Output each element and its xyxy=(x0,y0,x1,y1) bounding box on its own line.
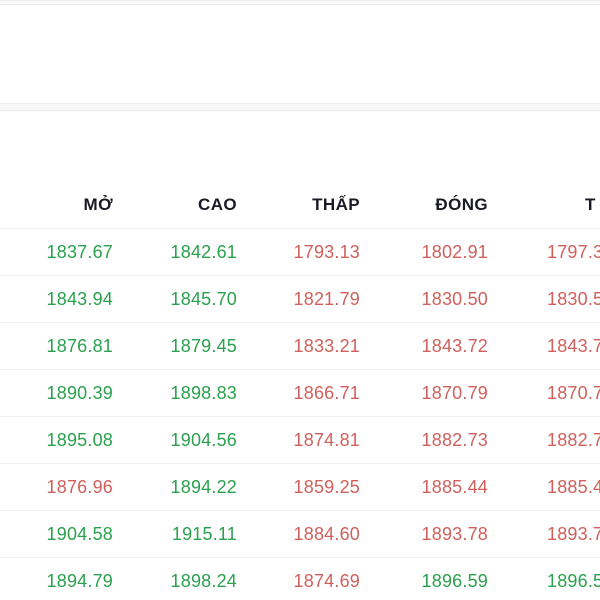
column-header-high: CAO xyxy=(198,194,237,214)
price-cell: 1793.13 xyxy=(293,241,360,262)
price-cell: 1904.58 xyxy=(46,523,113,544)
price-cell: 1904.56 xyxy=(170,429,237,450)
price-cell: 1837.67 xyxy=(46,241,113,262)
table-row: 1843.94 1845.70 1821.79 1830.50 1830.5 xyxy=(0,276,600,323)
price-cell: 1876.81 xyxy=(46,335,113,356)
table-header-row: MỞ CAO THẤP ĐÓNG T xyxy=(0,181,600,229)
price-cell: 1842.61 xyxy=(170,241,237,262)
price-cell: 1830.5 xyxy=(547,288,600,309)
column-header-low: THẤP xyxy=(312,194,360,214)
price-cell: 1894.22 xyxy=(170,476,237,497)
price-cell: 1874.69 xyxy=(293,570,360,591)
price-cell: 1859.25 xyxy=(293,476,360,497)
price-cell: 1874.81 xyxy=(293,429,360,450)
price-history-table: MỞ CAO THẤP ĐÓNG T 1837.67 1842.61 1793.… xyxy=(0,181,600,600)
price-cell: 1896.59 xyxy=(421,570,488,591)
price-cell: 1896.5 xyxy=(547,570,600,591)
price-cell: 1894.79 xyxy=(46,570,113,591)
price-cell: 1843.94 xyxy=(46,288,113,309)
price-cell: 1843.7 xyxy=(547,335,600,356)
price-cell: 1845.70 xyxy=(170,288,237,309)
price-cell: 1898.24 xyxy=(170,570,237,591)
top-divider-strip xyxy=(0,0,600,5)
table-body: 1837.67 1842.61 1793.13 1802.91 1797.3 1… xyxy=(0,229,600,600)
price-cell: 1833.21 xyxy=(293,335,360,356)
table-row: 1895.08 1904.56 1874.81 1882.73 1882.7 xyxy=(0,417,600,464)
section-divider-strip xyxy=(0,103,600,111)
price-cell: 1802.91 xyxy=(421,241,488,262)
price-cell: 1885.4 xyxy=(547,476,600,497)
price-cell: 1797.3 xyxy=(547,241,600,262)
price-cell: 1870.79 xyxy=(421,382,488,403)
price-cell: 1876.96 xyxy=(46,476,113,497)
price-cell: 1866.71 xyxy=(293,382,360,403)
price-cell: 1870.7 xyxy=(547,382,600,403)
price-cell: 1893.78 xyxy=(421,523,488,544)
table-row: 1890.39 1898.83 1866.71 1870.79 1870.7 xyxy=(0,370,600,417)
table-row: 1904.58 1915.11 1884.60 1893.78 1893.7 xyxy=(0,511,600,558)
price-cell: 1898.83 xyxy=(170,382,237,403)
price-cell: 1830.50 xyxy=(421,288,488,309)
price-cell: 1882.73 xyxy=(421,429,488,450)
price-cell: 1884.60 xyxy=(293,523,360,544)
table-row: 1876.81 1879.45 1833.21 1843.72 1843.7 xyxy=(0,323,600,370)
table-row: 1894.79 1898.24 1874.69 1896.59 1896.5 xyxy=(0,558,600,600)
column-header-open: MỞ xyxy=(83,194,113,214)
price-cell: 1843.72 xyxy=(421,335,488,356)
column-header-close: ĐÓNG xyxy=(435,194,488,214)
table-row: 1876.96 1894.22 1859.25 1885.44 1885.4 xyxy=(0,464,600,511)
price-cell: 1915.11 xyxy=(171,523,237,544)
price-cell: 1890.39 xyxy=(46,382,113,403)
table-row: 1837.67 1842.61 1793.13 1802.91 1797.3 xyxy=(0,229,600,276)
price-cell: 1821.79 xyxy=(293,288,360,309)
price-cell: 1879.45 xyxy=(170,335,237,356)
price-cell: 1885.44 xyxy=(421,476,488,497)
price-cell: 1893.7 xyxy=(547,523,600,544)
column-header-truncated: T xyxy=(585,194,596,214)
price-cell: 1895.08 xyxy=(46,429,113,450)
price-cell: 1882.7 xyxy=(547,429,600,450)
